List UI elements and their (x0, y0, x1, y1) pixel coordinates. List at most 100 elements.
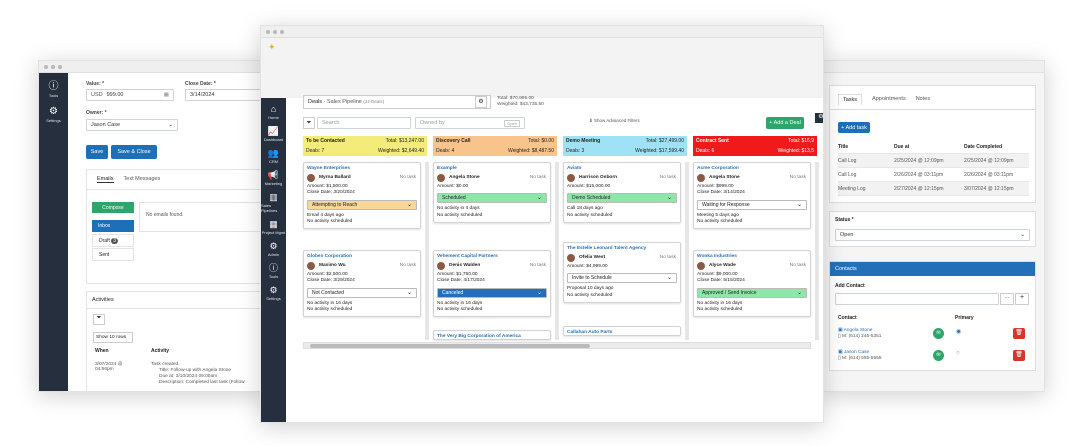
deal-card[interactable]: Wonka Industries Alyce Wade No task Amount:… (693, 250, 811, 318)
deal-status-select[interactable]: Waiting for Response (697, 199, 807, 210)
deal-company[interactable]: Acme Corporation (697, 166, 739, 171)
owner-filter[interactable]: Owned by Open (415, 117, 525, 129)
message-icon[interactable]: ✉ (933, 350, 944, 361)
delete-icon[interactable]: 🗑 (1013, 328, 1025, 339)
add-contact-input[interactable] (835, 293, 999, 305)
deal-card[interactable]: Callahan Auto PartsMolly Goodwin (563, 326, 681, 336)
add-deal-button[interactable]: + Add a Deal (766, 117, 804, 129)
task-indicator: No task (529, 175, 546, 180)
activities-panel: Activities ⏷ Show 10 rows When Activity … (86, 291, 269, 391)
sidebar-item-dashboard[interactable]: 📈 Dashboard (261, 127, 286, 143)
table-row[interactable]: Meeting Log 2/27/2024 @ 12:15pm 3/07/2024 … (838, 182, 1029, 196)
sidebar-item-tools[interactable]: ⓘ Tools (261, 263, 286, 280)
folder-draft[interactable]: Draft 3 (92, 234, 134, 247)
column-scrollbar[interactable] (555, 162, 559, 340)
gear-icon[interactable]: ⚙ (475, 96, 487, 108)
sidebar-item-home[interactable]: ⌂ Home (261, 105, 286, 121)
sidebar-item-project-mgmt[interactable]: ▦ Project Mgmt (261, 220, 286, 236)
deal-company[interactable]: Wayne Enterprises (307, 166, 351, 171)
deal-amount: Amount: $2,500.00 (307, 272, 348, 278)
deal-company[interactable]: Callahan Auto Parts (567, 330, 613, 335)
contact-row[interactable]: ▣ Angela Stone ▯ M: (614) 245-5351 (838, 328, 882, 339)
status-select[interactable]: Open ⌄ (835, 229, 1030, 241)
table-row[interactable]: Call Log 2/26/2024 @ 03:11pm 2/26/2024 @ 0… (838, 168, 1029, 182)
owner-select[interactable]: Jason Case ⌄ (86, 119, 178, 131)
folder-inbox[interactable]: Inbox (92, 220, 134, 232)
tab-notes[interactable]: Notes (915, 96, 931, 102)
sidebar-item-settings[interactable]: ⚙ Settings (261, 286, 286, 302)
pipeline-select[interactable]: Deals · Sales Pipeline (22 Deals) (303, 95, 491, 109)
column-header: Contract Sent Total: $16,9 Deals: 6 Weighte… (693, 136, 817, 156)
sidebar-item-admin[interactable]: ⚙ Admin (261, 242, 286, 258)
marketing-icon: 📢 (267, 170, 280, 180)
deal-card[interactable]: Wayne Enterprises Myrna Ballard No task Amo… (303, 162, 421, 230)
tab-appointments[interactable]: Appointments (872, 96, 906, 102)
sidebar-item-settings[interactable]: ⚙ Settings (46, 106, 61, 124)
deal-company[interactable]: Wonka Industries (697, 254, 737, 259)
info-icon: ⓘ (268, 263, 278, 273)
deal-company[interactable]: Vehement Capital Partners (437, 254, 498, 259)
close-date-field[interactable]: 3/14/2024 (185, 89, 269, 101)
deal-status-select[interactable]: Canceled (437, 287, 547, 298)
deal-card[interactable]: Acme Corporation Angela Stone No task Amoun… (693, 162, 811, 230)
primary-radio[interactable]: ○ (956, 350, 960, 356)
show-rows-button[interactable]: Show 10 rows (93, 332, 133, 343)
message-icon[interactable]: ✉ (933, 328, 944, 339)
next-activity: No activity scheduled (697, 218, 743, 224)
sidebar-item-tools[interactable]: ⓘ Tools (48, 81, 59, 99)
more-button[interactable]: ... (1000, 293, 1014, 305)
left-sidebar: ⓘ Tools ⚙ Settings (39, 73, 68, 391)
deal-status-select[interactable]: Not Contacted (307, 287, 417, 298)
tab-text-messages[interactable]: Text Messages (123, 176, 161, 182)
deal-company[interactable]: Example (437, 166, 457, 171)
column-scrollbar[interactable] (425, 162, 429, 340)
column-scrollbar[interactable] (685, 162, 689, 340)
deal-card[interactable]: Aviato Harrison Osborn No task Amount: $15,… (563, 162, 681, 223)
add-contact-button[interactable]: + (1015, 293, 1029, 305)
advanced-filters-link[interactable]: ⬇ Show Advanced Filters (589, 118, 640, 123)
column-scrollbar[interactable] (815, 162, 819, 340)
save-close-button[interactable]: Save & Close (111, 145, 157, 159)
sidebar-item-marketing[interactable]: 📢 Marketing (261, 170, 286, 187)
deal-company[interactable]: The Very Big Corporation of America (437, 334, 521, 339)
deal-close-date: Close Date: 3/14/2024 (697, 190, 745, 196)
deal-company[interactable]: The Estelle Leonard Talent Agency (567, 246, 647, 251)
deal-card[interactable]: The Very Big Corporation of America (433, 330, 551, 340)
deal-card[interactable]: The Estelle Leonard Talent Agency Ofelia … (563, 242, 681, 303)
deal-company[interactable]: Aviato (567, 166, 582, 171)
tab-tasks[interactable]: Tasks (838, 94, 863, 105)
add-task-button[interactable]: + Add task (838, 122, 870, 133)
deal-card[interactable]: Globex Corporation Maximo Wu No task Amount… (303, 250, 421, 318)
horizontal-scrollbar[interactable] (303, 342, 811, 349)
sidebar-item-crm[interactable]: 👥 CRM (261, 149, 286, 165)
column-header: Discovery Call Total: $0.00 Deals: 4 Weight… (433, 136, 557, 156)
deal-status-select[interactable]: Approved / Send Invoice (697, 287, 807, 298)
folder-sent[interactable]: Sent (92, 248, 134, 261)
tasks-table: Title Due at Date Completed Call Log 2/25/2… (838, 140, 1029, 196)
deal-status-select[interactable]: Scheduled (437, 193, 547, 204)
deal-card[interactable]: Example Angela Stone No task Amount: $0.00 S… (433, 162, 551, 223)
search-input[interactable]: Search (317, 117, 411, 129)
filter-icon[interactable]: ⏷ (93, 314, 105, 325)
email-empty-state: No emails found. (139, 202, 268, 232)
delete-icon[interactable]: 🗑 (1013, 350, 1025, 361)
last-activity: Call 18 days ago (567, 206, 603, 212)
deal-status-select[interactable]: Demo Scheduled (567, 193, 677, 204)
table-row[interactable]: Call Log 2/25/2024 @ 12:09pm 2/25/2024 @ 1… (838, 154, 1029, 168)
deal-company[interactable]: Globex Corporation (307, 254, 353, 259)
settings-toggle-icon[interactable]: ⚙ (815, 113, 823, 123)
sidebar-item-sales-pipelines[interactable]: ▥ Sales Pipelines (261, 193, 286, 214)
filter-icon[interactable]: ⏷ (303, 117, 315, 129)
deal-status-select[interactable]: Attempting to Reach (307, 199, 417, 210)
deal-close-date: Close Date: 5/15/2024 (697, 278, 745, 284)
contact-row[interactable]: ▣ Jason Case ▯ M: (614) 555-5555 (838, 350, 882, 361)
deal-detail-window: ⓘ Tools ⚙ Settings Value: * USD 999.00 ▦ Clo… (38, 60, 270, 392)
compose-button[interactable]: Compose (92, 202, 134, 213)
primary-radio-selected[interactable]: ◉ (956, 329, 962, 335)
tab-emails[interactable]: Emails (97, 176, 114, 183)
deal-status-select[interactable]: Invite to Schedule (567, 273, 677, 284)
value-field[interactable]: USD 999.00 ▦ (86, 89, 174, 101)
status-label: Status * (835, 217, 854, 223)
save-button[interactable]: Save (86, 145, 108, 159)
deal-card[interactable]: Vehement Capital Partners Denis Walden No … (433, 250, 551, 318)
